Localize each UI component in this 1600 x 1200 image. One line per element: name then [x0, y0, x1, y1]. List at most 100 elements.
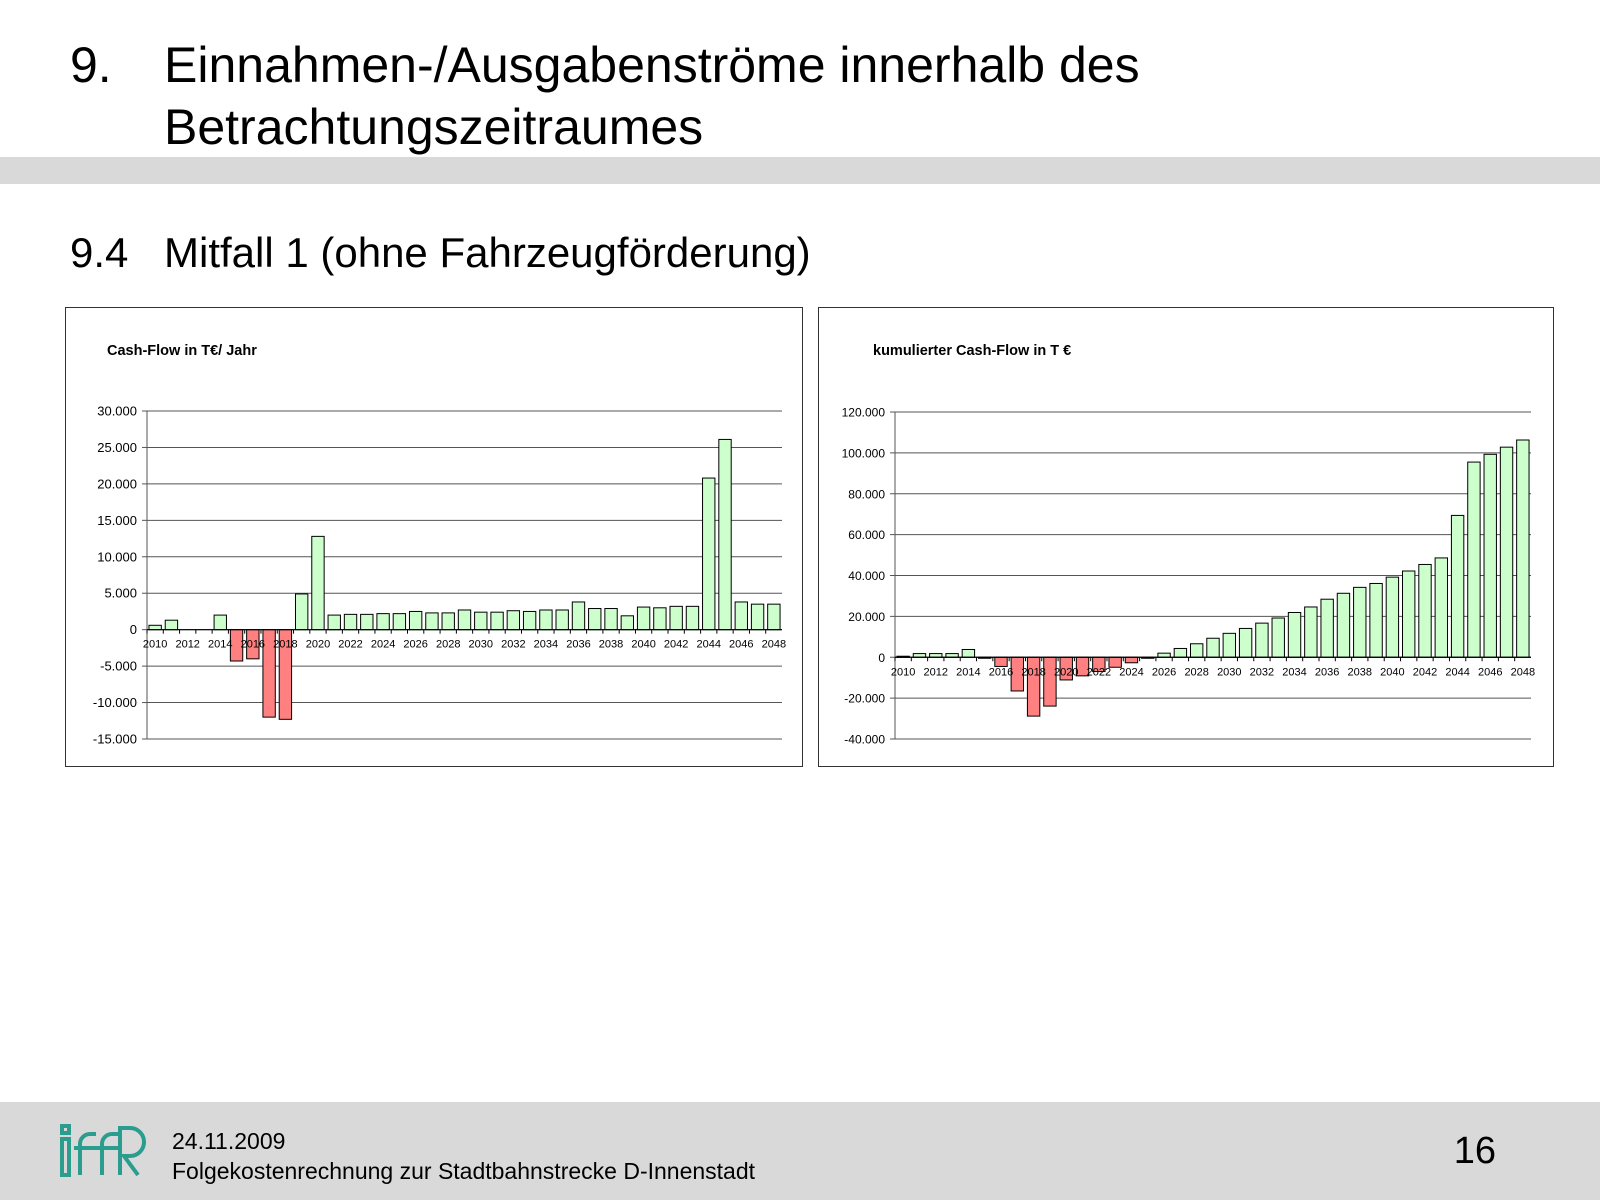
cf-ytick-label: -10.000 [93, 695, 137, 710]
kcf-xtick-label: 2038 [1348, 666, 1372, 678]
kcf-bar-2019 [1043, 656, 1057, 707]
cf-xtick-label: 2044 [696, 639, 720, 651]
kcf-bar-2029 [1206, 637, 1220, 658]
kcf-xtick-label: 2020 [1054, 666, 1078, 678]
cf-bar-2028 [441, 612, 455, 631]
kcf-xtick-label: 2022 [1087, 666, 1111, 678]
section-title-text: Einnahmen-/Ausgabenströme innerhalb des … [164, 37, 1140, 155]
kcf-bar-2024 [1124, 656, 1139, 664]
kcf-ytick-label: 20.000 [848, 610, 885, 624]
kcf-bar-2037 [1336, 592, 1351, 658]
cf-xtick-label: 2032 [501, 639, 525, 651]
cf-xtick-label: 2042 [664, 639, 688, 651]
kcf-xtick-label: 2034 [1282, 666, 1306, 678]
cf-bar-2044 [702, 477, 716, 631]
cf-bar-2019 [294, 593, 309, 631]
cumulative-cash-flow-chart: kumulierter Cash-Flow in T € 120.000 100.0… [818, 307, 1554, 767]
footer-description: Folgekostenrechnung zur Stadtbahnstrecke… [172, 1158, 756, 1184]
kcf-chart-title: kumulierter Cash-Flow in T € [873, 343, 1071, 359]
kcf-xtick-label: 2024 [1119, 666, 1143, 678]
cf-xtick-label: 2048 [762, 639, 786, 651]
cf-xtick-label: 2030 [469, 639, 493, 651]
cf-ytick-label: 10.000 [97, 549, 137, 564]
cf-bar-2031 [490, 611, 504, 631]
kcf-xtick-label: 2044 [1445, 666, 1469, 678]
cf-bar-2038 [604, 608, 618, 631]
kcf-bar-2030 [1222, 632, 1237, 658]
kcf-bar-2026 [1157, 652, 1171, 658]
cf-ytick-label: -15.000 [93, 732, 137, 747]
cf-bar-2045 [718, 438, 732, 631]
cf-bar-2036 [571, 601, 586, 631]
cf-ytick-label: 25.000 [97, 440, 137, 455]
cf-xtick-label: 2018 [273, 639, 297, 651]
cf-xtick-label: 2012 [175, 639, 199, 651]
section-number: 9. [70, 37, 112, 93]
cf-xtick-label: 2022 [338, 639, 362, 651]
cf-bar-2033 [522, 610, 537, 631]
cf-bar-2034 [539, 609, 553, 631]
cf-bar-2011 [164, 619, 179, 631]
kcf-bar-2016 [994, 656, 1008, 667]
cf-xtick-label: 2046 [729, 639, 753, 651]
kcf-bar-2041 [1401, 570, 1416, 658]
kcf-bar-2046 [1483, 453, 1497, 658]
cf-bar-2039 [620, 615, 635, 631]
kcf-bar-2031 [1238, 627, 1253, 658]
cf-bar-2021 [327, 614, 341, 631]
cf-bar-2048 [767, 603, 781, 631]
kcf-ytick-label: -40.000 [844, 733, 885, 747]
kcf-ytick-label: -20.000 [844, 692, 885, 706]
cf-bar-2032 [506, 610, 521, 631]
cf-bar-2029 [457, 609, 472, 631]
cf-ytick-label: 15.000 [97, 513, 137, 528]
cf-bar-2042 [669, 605, 683, 631]
cf-bar-2046 [734, 601, 748, 631]
kcf-xtick-label: 2014 [956, 666, 980, 678]
iff-logo-icon [60, 1124, 146, 1177]
kcf-xtick-label: 2036 [1315, 666, 1339, 678]
cf-xtick-label: 2010 [143, 639, 167, 651]
kcf-bar-2040 [1385, 576, 1400, 658]
kcf-bar-2014 [961, 648, 976, 658]
subsection-number: 9.4 [70, 229, 129, 276]
kcf-bar-2033 [1271, 617, 1285, 658]
kcf-bar-2035 [1304, 606, 1318, 658]
kcf-bar-2034 [1287, 611, 1302, 658]
kcf-xtick-label: 2016 [989, 666, 1013, 678]
cf-bar-2025 [392, 613, 407, 631]
kcf-bar-2036 [1320, 598, 1334, 658]
header-divider [0, 157, 1600, 184]
cf-bar-2024 [376, 613, 390, 631]
kcf-bar-2047 [1499, 446, 1514, 658]
cash-flow-chart: Cash-Flow in T€/ Jahr 30.000 25.000 20.000 1… [65, 307, 803, 767]
cf-ytick-label: 30.000 [97, 404, 137, 419]
kcf-ytick-label: 120.000 [842, 406, 886, 420]
cf-xtick-label: 2028 [436, 639, 460, 651]
kcf-xtick-label: 2046 [1478, 666, 1502, 678]
kcf-ytick-label: 80.000 [848, 487, 885, 501]
cf-bar-2030 [474, 611, 488, 631]
cf-bar-2040 [636, 606, 651, 631]
kcf-bar-2042 [1418, 563, 1432, 658]
kcf-xtick-label: 2042 [1413, 666, 1437, 678]
cf-bar-2043 [685, 605, 700, 631]
kcf-ytick-label: 0 [878, 651, 885, 665]
kcf-xtick-label: 2010 [891, 666, 915, 678]
kcf-xtick-label: 2018 [1021, 666, 1045, 678]
kcf-bar-2032 [1255, 622, 1269, 658]
kcf-bar-2028 [1189, 643, 1204, 658]
cf-bar-2027 [425, 612, 439, 631]
cf-xtick-label: 2040 [631, 639, 655, 651]
cf-bar-2037 [588, 608, 602, 631]
kcf-ytick-label: 40.000 [848, 569, 885, 583]
footer: 24.11.2009 Folgekostenrechnung zur Stadt… [0, 1102, 1600, 1200]
cf-xtick-label: 2014 [208, 639, 232, 651]
kcf-xtick-label: 2032 [1250, 666, 1274, 678]
subsection-title-text: Mitfall 1 (ohne Fahrzeugförderung) [164, 229, 811, 276]
cf-bar-2022 [343, 613, 358, 631]
cf-xtick-label: 2038 [599, 639, 623, 651]
kcf-bar-2038 [1353, 586, 1367, 658]
cumulative-cash-flow-chart-svg: kumulierter Cash-Flow in T € 120.000 100.0… [842, 343, 1535, 747]
cf-bar-2010 [148, 624, 162, 631]
